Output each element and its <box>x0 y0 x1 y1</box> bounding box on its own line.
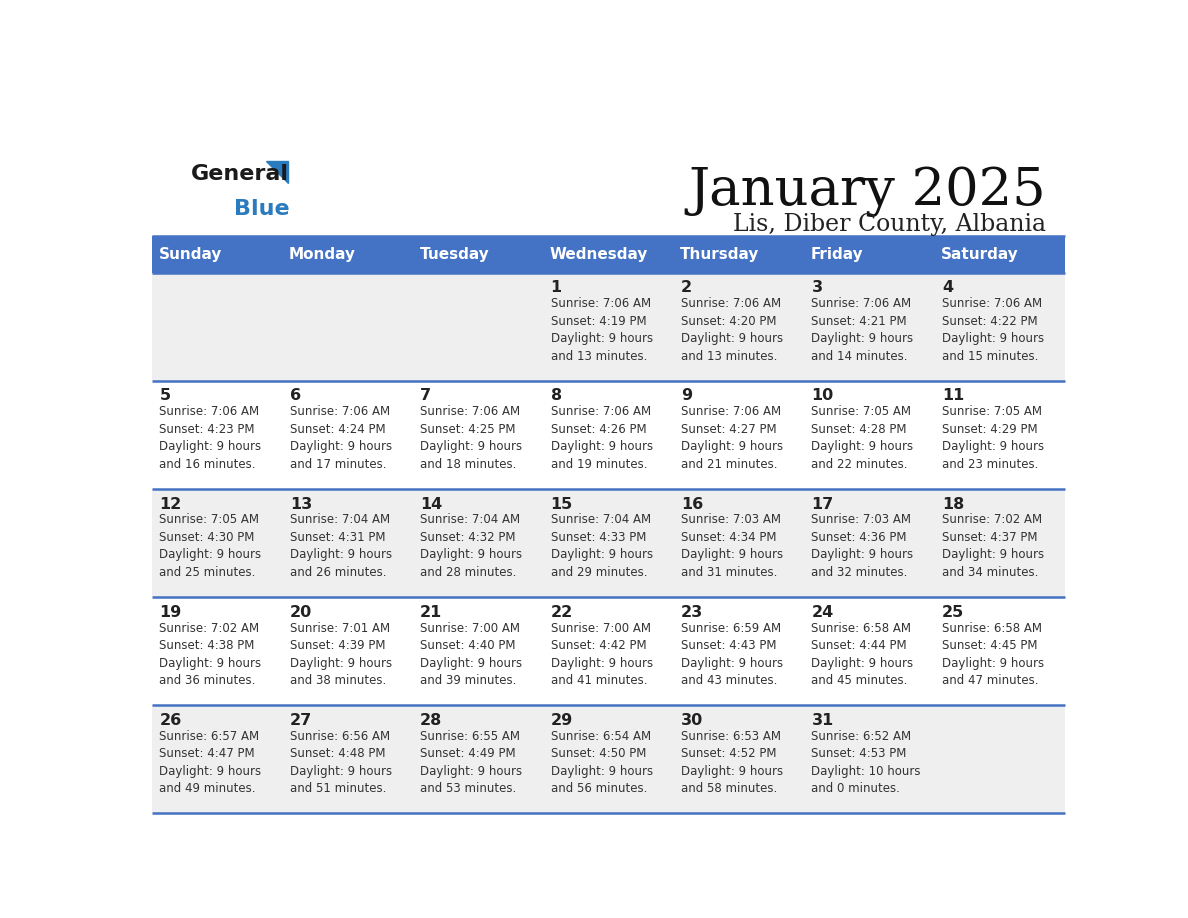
Text: Sunrise: 7:06 AM
Sunset: 4:24 PM
Daylight: 9 hours
and 17 minutes.: Sunrise: 7:06 AM Sunset: 4:24 PM Dayligh… <box>290 406 392 471</box>
Text: Sunrise: 7:06 AM
Sunset: 4:20 PM
Daylight: 9 hours
and 13 minutes.: Sunrise: 7:06 AM Sunset: 4:20 PM Dayligh… <box>681 297 783 363</box>
Text: 23: 23 <box>681 605 703 620</box>
Text: Sunrise: 6:57 AM
Sunset: 4:47 PM
Daylight: 9 hours
and 49 minutes.: Sunrise: 6:57 AM Sunset: 4:47 PM Dayligh… <box>159 730 261 795</box>
Text: Sunrise: 7:03 AM
Sunset: 4:36 PM
Daylight: 9 hours
and 32 minutes.: Sunrise: 7:03 AM Sunset: 4:36 PM Dayligh… <box>811 513 914 579</box>
Text: Sunrise: 7:00 AM
Sunset: 4:40 PM
Daylight: 9 hours
and 39 minutes.: Sunrise: 7:00 AM Sunset: 4:40 PM Dayligh… <box>421 621 523 687</box>
Text: Friday: Friday <box>810 247 864 262</box>
Text: 31: 31 <box>811 712 834 728</box>
Text: 30: 30 <box>681 712 703 728</box>
Text: 16: 16 <box>681 497 703 511</box>
FancyBboxPatch shape <box>152 705 1066 813</box>
Text: Sunrise: 7:00 AM
Sunset: 4:42 PM
Daylight: 9 hours
and 41 minutes.: Sunrise: 7:00 AM Sunset: 4:42 PM Dayligh… <box>550 621 652 687</box>
Text: Blue: Blue <box>234 199 290 219</box>
Text: 21: 21 <box>421 605 442 620</box>
Text: 2: 2 <box>681 280 693 296</box>
Text: Sunrise: 7:06 AM
Sunset: 4:23 PM
Daylight: 9 hours
and 16 minutes.: Sunrise: 7:06 AM Sunset: 4:23 PM Dayligh… <box>159 406 261 471</box>
Text: Monday: Monday <box>289 247 356 262</box>
Text: 11: 11 <box>942 388 965 403</box>
Text: 15: 15 <box>550 497 573 511</box>
Text: 4: 4 <box>942 280 953 296</box>
Text: 14: 14 <box>421 497 442 511</box>
Text: 24: 24 <box>811 605 834 620</box>
Text: Sunrise: 6:54 AM
Sunset: 4:50 PM
Daylight: 9 hours
and 56 minutes.: Sunrise: 6:54 AM Sunset: 4:50 PM Dayligh… <box>550 730 652 795</box>
Text: 22: 22 <box>550 605 573 620</box>
FancyBboxPatch shape <box>152 236 1066 273</box>
Text: Sunrise: 6:52 AM
Sunset: 4:53 PM
Daylight: 10 hours
and 0 minutes.: Sunrise: 6:52 AM Sunset: 4:53 PM Dayligh… <box>811 730 921 795</box>
Text: Sunrise: 7:06 AM
Sunset: 4:21 PM
Daylight: 9 hours
and 14 minutes.: Sunrise: 7:06 AM Sunset: 4:21 PM Dayligh… <box>811 297 914 363</box>
Text: Sunrise: 7:04 AM
Sunset: 4:33 PM
Daylight: 9 hours
and 29 minutes.: Sunrise: 7:04 AM Sunset: 4:33 PM Dayligh… <box>550 513 652 579</box>
Text: 13: 13 <box>290 497 312 511</box>
Text: 27: 27 <box>290 712 312 728</box>
Text: 6: 6 <box>290 388 301 403</box>
Text: Sunrise: 7:05 AM
Sunset: 4:30 PM
Daylight: 9 hours
and 25 minutes.: Sunrise: 7:05 AM Sunset: 4:30 PM Dayligh… <box>159 513 261 579</box>
Text: 7: 7 <box>421 388 431 403</box>
Text: Thursday: Thursday <box>681 247 759 262</box>
Text: Sunrise: 6:56 AM
Sunset: 4:48 PM
Daylight: 9 hours
and 51 minutes.: Sunrise: 6:56 AM Sunset: 4:48 PM Dayligh… <box>290 730 392 795</box>
Text: 12: 12 <box>159 497 182 511</box>
FancyBboxPatch shape <box>152 597 1066 705</box>
Text: Sunrise: 7:06 AM
Sunset: 4:22 PM
Daylight: 9 hours
and 15 minutes.: Sunrise: 7:06 AM Sunset: 4:22 PM Dayligh… <box>942 297 1044 363</box>
Text: 29: 29 <box>550 712 573 728</box>
Text: January 2025: January 2025 <box>688 166 1045 218</box>
Text: 18: 18 <box>942 497 965 511</box>
Text: Sunrise: 7:01 AM
Sunset: 4:39 PM
Daylight: 9 hours
and 38 minutes.: Sunrise: 7:01 AM Sunset: 4:39 PM Dayligh… <box>290 621 392 687</box>
Text: Sunrise: 6:59 AM
Sunset: 4:43 PM
Daylight: 9 hours
and 43 minutes.: Sunrise: 6:59 AM Sunset: 4:43 PM Dayligh… <box>681 621 783 687</box>
FancyBboxPatch shape <box>152 489 1066 597</box>
Text: Sunrise: 6:58 AM
Sunset: 4:44 PM
Daylight: 9 hours
and 45 minutes.: Sunrise: 6:58 AM Sunset: 4:44 PM Dayligh… <box>811 621 914 687</box>
Text: Sunrise: 7:04 AM
Sunset: 4:32 PM
Daylight: 9 hours
and 28 minutes.: Sunrise: 7:04 AM Sunset: 4:32 PM Dayligh… <box>421 513 523 579</box>
Text: Saturday: Saturday <box>941 247 1019 262</box>
Text: Sunrise: 7:05 AM
Sunset: 4:29 PM
Daylight: 9 hours
and 23 minutes.: Sunrise: 7:05 AM Sunset: 4:29 PM Dayligh… <box>942 406 1044 471</box>
Text: Sunrise: 7:05 AM
Sunset: 4:28 PM
Daylight: 9 hours
and 22 minutes.: Sunrise: 7:05 AM Sunset: 4:28 PM Dayligh… <box>811 406 914 471</box>
Text: Sunrise: 7:02 AM
Sunset: 4:37 PM
Daylight: 9 hours
and 34 minutes.: Sunrise: 7:02 AM Sunset: 4:37 PM Dayligh… <box>942 513 1044 579</box>
Text: 25: 25 <box>942 605 965 620</box>
Text: 8: 8 <box>550 388 562 403</box>
Text: Wednesday: Wednesday <box>550 247 649 262</box>
Text: Sunrise: 7:03 AM
Sunset: 4:34 PM
Daylight: 9 hours
and 31 minutes.: Sunrise: 7:03 AM Sunset: 4:34 PM Dayligh… <box>681 513 783 579</box>
Polygon shape <box>266 161 287 183</box>
Text: Sunrise: 7:02 AM
Sunset: 4:38 PM
Daylight: 9 hours
and 36 minutes.: Sunrise: 7:02 AM Sunset: 4:38 PM Dayligh… <box>159 621 261 687</box>
Text: Sunrise: 7:06 AM
Sunset: 4:27 PM
Daylight: 9 hours
and 21 minutes.: Sunrise: 7:06 AM Sunset: 4:27 PM Dayligh… <box>681 406 783 471</box>
Text: 26: 26 <box>159 712 182 728</box>
FancyBboxPatch shape <box>152 273 1066 381</box>
Text: Tuesday: Tuesday <box>419 247 489 262</box>
Text: 10: 10 <box>811 388 834 403</box>
Text: Sunrise: 7:04 AM
Sunset: 4:31 PM
Daylight: 9 hours
and 26 minutes.: Sunrise: 7:04 AM Sunset: 4:31 PM Dayligh… <box>290 513 392 579</box>
Text: 3: 3 <box>811 280 822 296</box>
Text: General: General <box>191 164 289 185</box>
Text: Sunrise: 6:53 AM
Sunset: 4:52 PM
Daylight: 9 hours
and 58 minutes.: Sunrise: 6:53 AM Sunset: 4:52 PM Dayligh… <box>681 730 783 795</box>
Text: 17: 17 <box>811 497 834 511</box>
Text: 5: 5 <box>159 388 170 403</box>
Text: Sunrise: 7:06 AM
Sunset: 4:25 PM
Daylight: 9 hours
and 18 minutes.: Sunrise: 7:06 AM Sunset: 4:25 PM Dayligh… <box>421 406 523 471</box>
Text: Sunrise: 7:06 AM
Sunset: 4:26 PM
Daylight: 9 hours
and 19 minutes.: Sunrise: 7:06 AM Sunset: 4:26 PM Dayligh… <box>550 406 652 471</box>
Text: Sunrise: 6:58 AM
Sunset: 4:45 PM
Daylight: 9 hours
and 47 minutes.: Sunrise: 6:58 AM Sunset: 4:45 PM Dayligh… <box>942 621 1044 687</box>
Text: 20: 20 <box>290 605 312 620</box>
Text: Sunrise: 6:55 AM
Sunset: 4:49 PM
Daylight: 9 hours
and 53 minutes.: Sunrise: 6:55 AM Sunset: 4:49 PM Dayligh… <box>421 730 523 795</box>
Text: 1: 1 <box>550 280 562 296</box>
Text: 19: 19 <box>159 605 182 620</box>
Text: Sunday: Sunday <box>158 247 222 262</box>
Text: Lis, Diber County, Albania: Lis, Diber County, Albania <box>733 213 1045 236</box>
FancyBboxPatch shape <box>152 381 1066 489</box>
Text: Sunrise: 7:06 AM
Sunset: 4:19 PM
Daylight: 9 hours
and 13 minutes.: Sunrise: 7:06 AM Sunset: 4:19 PM Dayligh… <box>550 297 652 363</box>
Text: 9: 9 <box>681 388 693 403</box>
Text: 28: 28 <box>421 712 442 728</box>
